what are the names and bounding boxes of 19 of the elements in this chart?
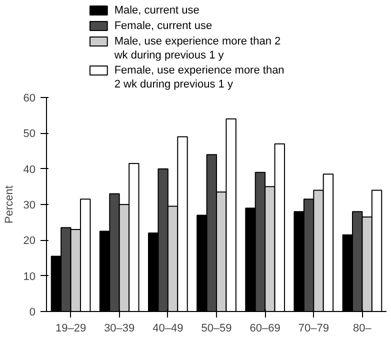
x-tick-label: 30–39: [104, 322, 135, 334]
y-tick-label: 50: [23, 128, 36, 140]
x-tick-label: 19–29: [55, 322, 86, 334]
x-tick-label: 60–69: [250, 322, 280, 334]
x-tick-label: 80–: [353, 322, 372, 334]
x-tick-label: 50–59: [201, 322, 232, 334]
y-tick-label: 10: [23, 270, 36, 283]
x-tick-label: 40–49: [152, 322, 184, 334]
legend-label: Female, current use: [114, 20, 212, 32]
legend-label: Female, use experience more than 2 wk during previous 1 y: [114, 64, 284, 90]
y-tick-label: 20: [23, 235, 36, 248]
legend-label: Male, current use: [114, 4, 200, 16]
y-tick-label: 40: [23, 164, 36, 176]
x-tick-label: 70–79: [298, 322, 329, 334]
y-tick-label: 60: [23, 92, 36, 104]
y-tick-label: 30: [23, 200, 36, 212]
y-axis-title: Percent: [3, 186, 16, 224]
legend-label: Male, use experience more than 2 wk during previous 1 y: [113, 36, 281, 62]
y-tick-label: 0: [29, 306, 36, 318]
